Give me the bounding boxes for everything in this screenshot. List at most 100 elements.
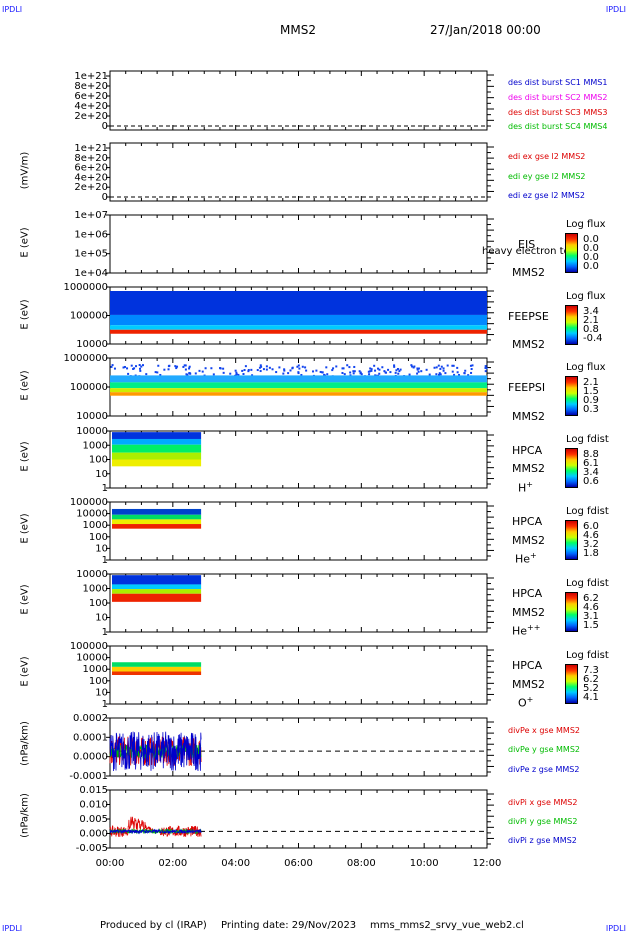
- spectrogram-pixel: [393, 365, 396, 368]
- spectrogram-pixel: [470, 371, 473, 374]
- spectrogram-pixel: [258, 366, 261, 369]
- legend-entry: divPe z gse MMS2: [508, 765, 580, 774]
- spectrogram-pixel: [110, 365, 113, 368]
- colorbar-tick: 7.3: [583, 665, 599, 676]
- instrument-label: HPCA: [512, 515, 543, 528]
- spectrogram-pixel: [331, 369, 334, 372]
- spectrogram-pixel: [349, 371, 352, 374]
- footer-printing-date: Printing date: 29/Nov/2023: [221, 920, 357, 931]
- y-tick-label: 0: [102, 121, 108, 132]
- colorbar-tick: 1.8: [583, 548, 599, 559]
- spectrogram-pixel: [412, 366, 415, 369]
- legend-entry: edi ez gse l2 MMS2: [508, 191, 585, 200]
- colorbar-tick: 8.8: [583, 449, 599, 460]
- spectrogram-pixel: [242, 373, 245, 376]
- spectrogram-pixel: [156, 371, 159, 374]
- y-tick-label: 0.000: [79, 829, 108, 840]
- spectrogram-pixel: [300, 373, 303, 376]
- spectrogram-pixel: [234, 369, 237, 372]
- spectrogram-pixel: [484, 365, 487, 368]
- spectrogram-pixel: [256, 369, 259, 372]
- spectrogram-pixel: [291, 367, 294, 370]
- colorbar-title: Log fdist: [566, 506, 609, 517]
- y-tick-label: 0.0001: [73, 732, 108, 743]
- spacecraft-label: MMS2: [512, 338, 545, 351]
- spectrogram-pixel: [378, 372, 381, 375]
- spectrogram-band: [112, 584, 202, 590]
- y-tick-label: 10: [95, 469, 108, 480]
- spectrogram-pixel: [435, 373, 438, 376]
- spacecraft-label: MMS2: [512, 534, 545, 547]
- spectrogram-pixel: [417, 370, 420, 373]
- colorbar-tick: 1.5: [583, 620, 599, 631]
- colorbar-tick: 0.0: [583, 234, 599, 245]
- spectrogram-pixel: [325, 366, 328, 369]
- spectrogram-pixel: [451, 370, 454, 373]
- spectrogram-pixel: [296, 365, 299, 368]
- colorbar-title: Log fdist: [566, 434, 609, 445]
- y-tick-label: 100: [89, 676, 108, 687]
- colorbar-tick: 3.1: [583, 611, 599, 622]
- y-tick-label: 1: [102, 699, 108, 710]
- spectrogram-pixel: [456, 366, 459, 369]
- spectrogram-pixel: [438, 373, 441, 376]
- spectrogram-pixel: [234, 374, 237, 377]
- spectrogram-band: [112, 575, 202, 585]
- legend-entry: des dist burst SC2 MMS2: [508, 93, 608, 102]
- colorbar-tick: 2.1: [583, 315, 599, 326]
- spectrogram-pixel: [268, 366, 271, 369]
- y-tick-label: 10000: [76, 653, 108, 664]
- spectrogram-pixel: [241, 369, 244, 372]
- spectrogram-pixel: [210, 367, 213, 370]
- spectrogram-band: [112, 662, 202, 667]
- y-tick-label: 0.0000: [73, 752, 108, 763]
- spectrogram-band: [112, 589, 202, 594]
- y-tick-label: 0.0002: [73, 713, 108, 724]
- spectrogram-pixel: [367, 370, 370, 373]
- spectrogram-pixel: [154, 371, 157, 374]
- y-tick-label: 4e+20: [74, 101, 108, 112]
- legend-entry: des dist burst SC3 MMS3: [508, 108, 608, 117]
- series-line: [109, 828, 202, 835]
- spacecraft-label: MMS2: [512, 678, 545, 691]
- y-tick-label: 1000: [83, 584, 108, 595]
- spectrogram-band: [112, 459, 202, 467]
- y-tick-label: 1: [102, 627, 108, 638]
- colorbar-tick: 6.2: [583, 674, 599, 685]
- panel-frame: [109, 70, 488, 131]
- spectrogram-pixel: [398, 370, 401, 373]
- spacecraft-label: MMS2: [512, 462, 545, 475]
- spectrogram-pixel: [378, 368, 381, 371]
- spectrogram-pixel: [416, 372, 419, 375]
- spectrogram-pixel: [381, 366, 384, 369]
- corner-label-top-left: IPDLI: [2, 5, 23, 14]
- y-tick-label: 1e+21: [74, 71, 108, 82]
- spectrogram-pixel: [168, 364, 171, 367]
- x-tick-label: 06:00: [284, 858, 313, 869]
- spectrogram-band: [112, 671, 202, 675]
- y-tick-label: 10: [95, 543, 108, 554]
- colorbar: [565, 664, 578, 704]
- spectrogram-pixel: [184, 364, 187, 367]
- spectrogram-pixel: [250, 368, 253, 371]
- colorbar-tick: 4.6: [583, 530, 599, 541]
- spectrogram-pixel: [122, 366, 125, 369]
- legend-entry: des dist burst SC1 MMS1: [508, 78, 608, 87]
- spectrogram-pixel: [399, 368, 402, 371]
- spectrogram-pixel: [368, 373, 371, 376]
- spectrogram-pixel: [315, 369, 318, 372]
- spectrogram-pixel: [370, 369, 373, 372]
- spectrogram-pixel: [138, 364, 141, 367]
- corner-label-top-right: IPDLI: [605, 5, 626, 14]
- y-tick-label: 100: [89, 598, 108, 609]
- spectrogram-pixel: [433, 366, 436, 369]
- spectrogram-pixel: [420, 370, 423, 373]
- spectrogram-pixel: [229, 372, 232, 375]
- spectrogram-pixel: [342, 367, 345, 370]
- spectrogram-pixel: [297, 364, 300, 367]
- spectrogram-pixel: [126, 367, 129, 370]
- spectrogram-pixel: [282, 372, 285, 375]
- y-tick-label: 1000000: [63, 353, 108, 364]
- spectrogram-pixel: [353, 370, 356, 373]
